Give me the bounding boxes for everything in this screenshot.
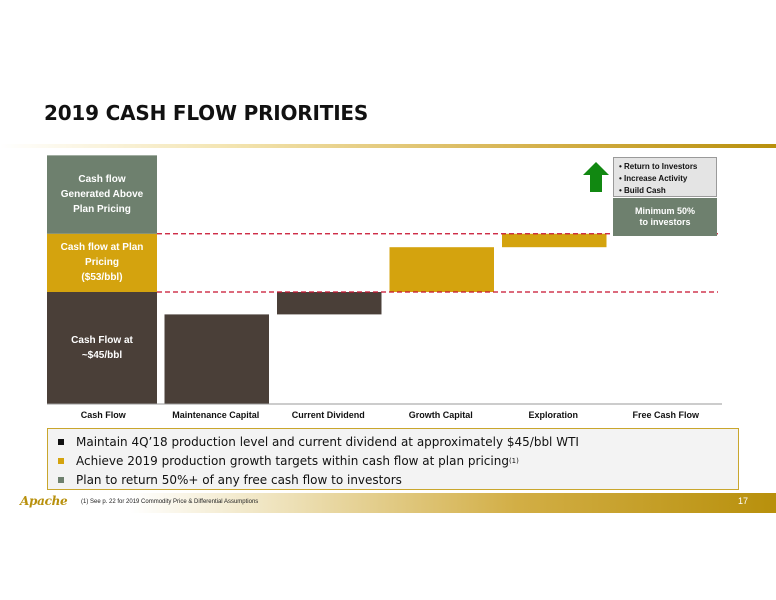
bullet-item: Achieve 2019 production growth targets w… — [58, 451, 738, 470]
category-tick-label: Growth Capital — [409, 410, 473, 420]
footnote-ref: (1) — [508, 456, 519, 465]
bullet-item: Plan to return 50%+ of any free cash flo… — [58, 470, 738, 489]
bullet-list: Maintain 4Q’18 production level and curr… — [47, 428, 739, 490]
callout-item: Return to Investors — [619, 161, 716, 173]
category-tick-label: Cash Flow — [81, 410, 127, 420]
company-logo: Apache — [20, 494, 68, 508]
up-arrow-icon — [583, 162, 609, 192]
waterfall-step-bar — [277, 292, 382, 315]
cash-flow-segment-bar — [47, 155, 157, 234]
page-number: 17 — [737, 496, 748, 506]
bullet-item: Maintain 4Q’18 production level and curr… — [58, 432, 738, 451]
footer-band — [130, 493, 776, 513]
waterfall-step-bar — [389, 247, 494, 292]
page-title: 2019 CASH FLOW PRIORITIES — [44, 101, 369, 125]
bullet-text: Plan to return 50%+ of any free cash flo… — [76, 472, 402, 487]
category-tick-label: Free Cash Flow — [632, 410, 700, 420]
waterfall-step-bar — [164, 314, 269, 404]
cash-flow-segment-label: Cash flow at Plan Pricing ($53/bbl) — [60, 242, 144, 284]
category-tick-label: Maintenance Capital — [172, 410, 259, 420]
bullet-marker — [58, 438, 64, 445]
waterfall-step-bar — [502, 233, 607, 248]
cash-flow-segment-bar — [47, 292, 157, 404]
bullet-text: Maintain 4Q’18 production level and curr… — [76, 434, 579, 449]
footnote: (1) See p. 22 for 2019 Commodity Price &… — [81, 499, 259, 505]
free-cash-flow-callout: Return to Investors Increase Activity Bu… — [613, 157, 717, 197]
bullet-text: Achieve 2019 production growth targets w… — [76, 453, 509, 468]
cash-flow-segment-label: Cash flow Generated Above Plan Pricing — [60, 174, 144, 216]
cash-flow-segment-bar — [47, 233, 157, 292]
category-tick-label: Current Dividend — [292, 410, 365, 420]
callout-item: Build Cash — [619, 185, 716, 197]
minimum-to-investors-box: Minimum 50% to investors — [613, 198, 717, 236]
cash-flow-segment-label: Cash Flow at ~$45/bbl — [71, 335, 133, 361]
category-tick-label: Exploration — [528, 410, 578, 420]
bullet-marker — [58, 457, 64, 464]
title-rule — [0, 144, 776, 148]
callout-item: Increase Activity — [619, 173, 716, 185]
bullet-marker — [58, 476, 64, 483]
